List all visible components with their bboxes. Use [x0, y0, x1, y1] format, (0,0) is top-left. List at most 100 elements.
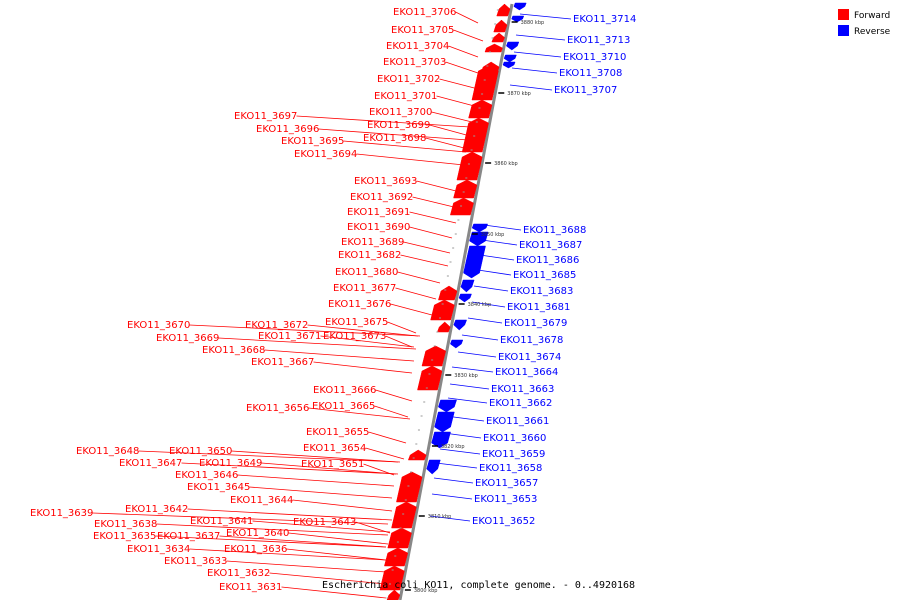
leader-line: [390, 303, 433, 316]
leader-line: [237, 474, 395, 487]
forward-gene-label: EKO11_3694: [294, 149, 357, 160]
leader-line: [296, 115, 471, 128]
leader-line: [288, 532, 389, 545]
leader-line: [320, 335, 415, 348]
leader-line: [231, 450, 399, 463]
leader-line: [451, 366, 494, 373]
leader-line: [189, 324, 421, 337]
forward-gene-label: EKO11_3655: [306, 427, 369, 438]
leader-line: [313, 361, 413, 374]
reverse-gene-label: EKO11_3681: [507, 302, 570, 313]
reverse-gene-label: EKO11_3710: [563, 52, 626, 63]
leader-line: [368, 431, 407, 444]
forward-gene-label: EKO11_3670: [127, 320, 190, 331]
leader-line: [365, 447, 405, 460]
forward-gene-block: [437, 321, 451, 333]
reverse-gene-label: EKO11_3662: [489, 398, 552, 409]
reverse-gene-label: EKO11_3683: [510, 286, 573, 297]
leader-line: [431, 493, 473, 500]
forward-gene-label: EKO11_3641: [190, 516, 253, 527]
leader-line: [448, 45, 479, 58]
forward-gene-label: EKO11_3633: [164, 556, 227, 567]
leader-line: [269, 572, 387, 585]
leader-line: [219, 535, 387, 548]
forward-gene-label: EKO11_3671: [258, 331, 321, 342]
forward-gene-label: EKO11_3676: [328, 299, 391, 310]
reverse-gene-block: [458, 293, 472, 303]
forward-gene-label: EKO11_3675: [325, 317, 388, 328]
tick-label: 3840 kbp: [468, 302, 492, 308]
reverse-gene-block: [426, 459, 441, 475]
leader-line: [385, 335, 413, 348]
reverse-gene-label: EKO11_3663: [491, 384, 554, 395]
leader-line: [431, 111, 477, 124]
forward-gene-label: EKO11_3668: [202, 345, 265, 356]
forward-gene-label: EKO11_3636: [224, 544, 287, 555]
forward-gene-block: [496, 3, 511, 17]
forward-gene-label: EKO11_3654: [303, 443, 366, 454]
leader-line: [511, 67, 558, 74]
forward-gene-label: EKO11_3677: [333, 283, 396, 294]
forward-gene-block: [391, 501, 417, 529]
forward-gene-label: EKO11_3698: [363, 133, 426, 144]
leader-line: [138, 450, 401, 463]
forward-gene-label: EKO11_3642: [125, 504, 188, 515]
reverse-gene-label: EKO11_3658: [479, 463, 542, 474]
leader-line: [252, 520, 391, 533]
forward-gene-label: EKO11_3644: [230, 495, 293, 506]
leader-line: [445, 415, 485, 422]
leader-line: [455, 11, 479, 24]
reverse-gene-block: [469, 231, 489, 247]
reverse-gene-block: [450, 339, 464, 349]
forward-gene-block: [493, 19, 508, 33]
leader-line: [461, 334, 499, 341]
tick-label: 3820 kbp: [441, 444, 465, 450]
genome-backbone: [398, 3, 514, 600]
leader-line: [226, 560, 387, 573]
forward-gene-label: EKO11_3704: [386, 41, 449, 52]
leader-line: [387, 321, 417, 334]
leader-line: [356, 153, 465, 166]
reverse-gene-label: EKO11_3661: [486, 416, 549, 427]
leader-line: [409, 211, 457, 224]
reverse-gene-block: [431, 431, 451, 449]
forward-gene-label: EKO11_3651: [301, 459, 364, 470]
forward-gene-label: EKO11_3682: [338, 250, 401, 261]
leader-line: [400, 254, 449, 267]
forward-gene-label: EKO11_3635: [93, 531, 156, 542]
reverse-gene-block: [511, 15, 525, 23]
forward-gene-label: EKO11_3691: [347, 207, 410, 218]
forward-gene-block: [468, 99, 493, 119]
reverse-gene-label: EKO11_3708: [559, 68, 622, 79]
tick-label: 3800 kbp: [414, 588, 438, 594]
forward-gene-label: EKO11_3672: [245, 320, 308, 331]
forward-gene-label: EKO11_3696: [256, 124, 319, 135]
forward-gene-block: [417, 365, 443, 391]
forward-gene-block: [438, 285, 458, 301]
leader-line: [318, 128, 469, 141]
leader-line: [355, 521, 391, 534]
reverse-gene-label: EKO11_3657: [475, 478, 538, 489]
reverse-gene-label: EKO11_3653: [474, 494, 537, 505]
leader-line: [281, 586, 387, 599]
reverse-gene-label: EKO11_3685: [513, 270, 576, 281]
leader-line: [515, 34, 566, 41]
forward-gene-label: EKO11_3646: [175, 470, 238, 481]
reverse-gene-label: EKO11_3679: [504, 318, 567, 329]
forward-gene-block: [421, 345, 447, 367]
leader-line: [453, 29, 484, 42]
forward-gene-block: [484, 43, 503, 53]
forward-gene-label: EKO11_3690: [347, 222, 410, 233]
reverse-gene-label: EKO11_3688: [523, 225, 586, 236]
forward-gene-block: [384, 547, 409, 567]
forward-gene-label: EKO11_3673: [323, 331, 386, 342]
leader-line: [436, 95, 479, 108]
leader-line: [286, 548, 387, 561]
forward-gene-block: [430, 299, 455, 321]
leader-line: [375, 389, 413, 402]
reverse-gene-label: EKO11_3687: [519, 240, 582, 251]
reverse-gene-label: EKO11_3652: [472, 516, 535, 527]
reverse-gene-label: EKO11_3686: [516, 255, 579, 266]
leader-line: [292, 499, 393, 512]
leader-line: [308, 407, 411, 420]
